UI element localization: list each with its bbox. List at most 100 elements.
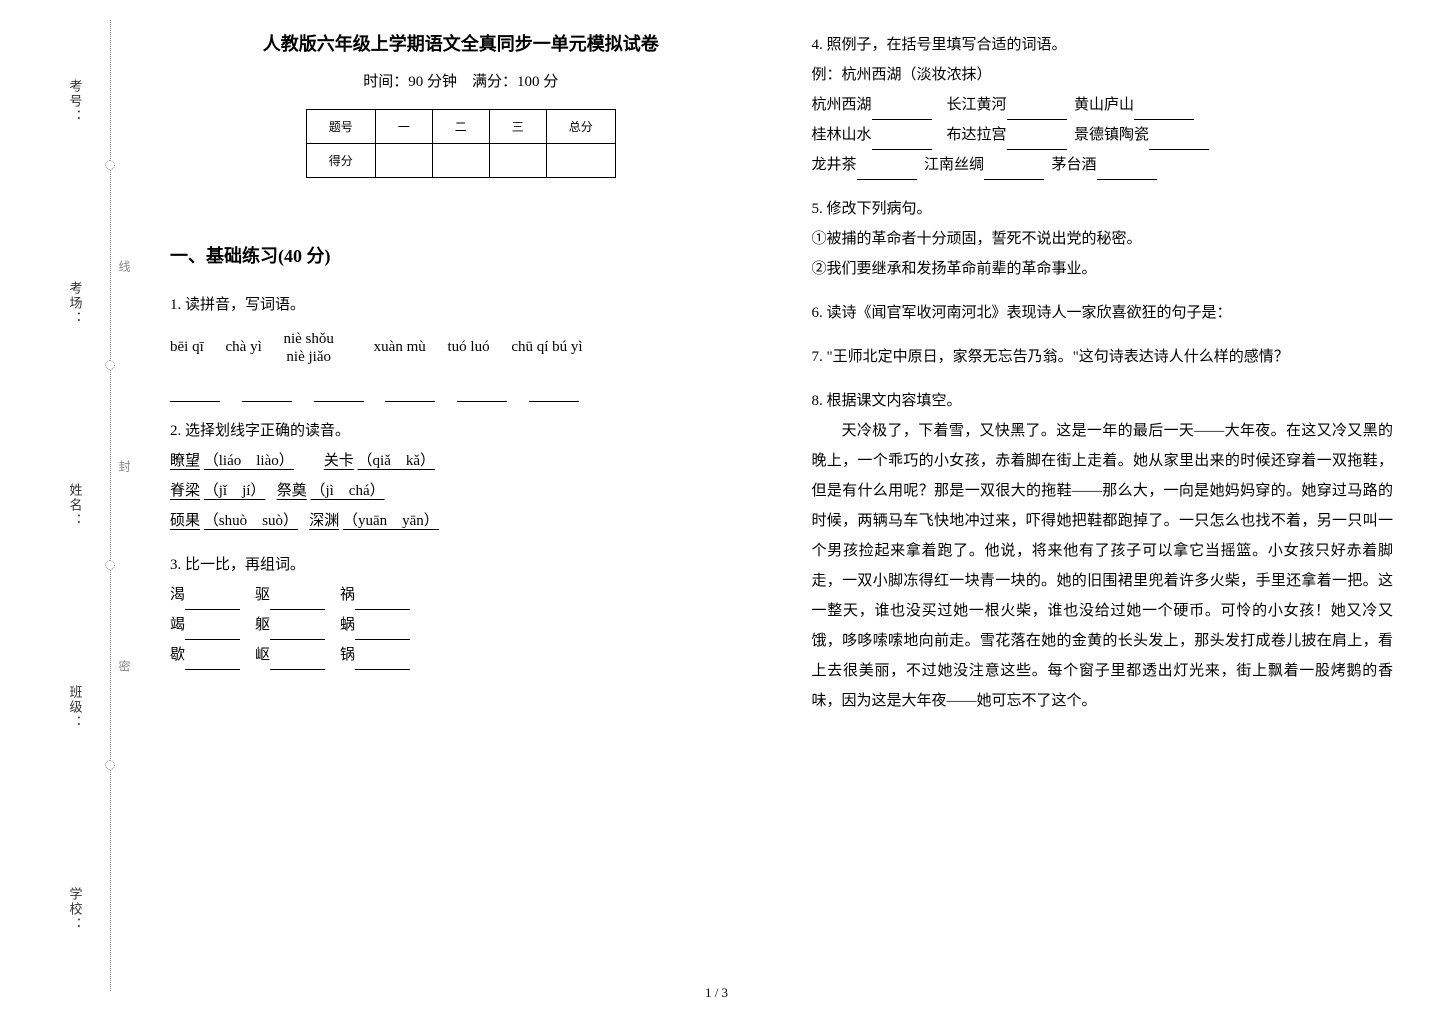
q4-blank-3-3[interactable]: [1097, 165, 1157, 180]
q4-row-2: 桂林山水 布达拉宫 景德镇陶瓷: [812, 120, 1394, 150]
full-score-label: 满分：100 分: [472, 74, 558, 90]
q2-word-jidian: 祭奠: [277, 483, 307, 499]
binding-label-name: 姓名：: [66, 483, 85, 528]
score-table: 题号 一 二 三 总分 得分: [306, 109, 616, 178]
q2-row-2: 脊梁 （jǐ jí） 祭奠 （jì chá）: [170, 476, 752, 506]
q8-stem: 8. 根据课文内容填空。: [812, 386, 1394, 416]
q3-blank-1-1[interactable]: [185, 595, 240, 610]
seal-dot-1: [105, 160, 115, 170]
q3-stem: 3. 比一比，再组词。: [170, 550, 752, 580]
binding-label-room: 考场：: [66, 281, 85, 326]
q1-pinyin-row: bēi qī chà yì niè shǒu niè jiǎo xuàn mù …: [170, 330, 752, 366]
q5-sentence-2: ②我们要继承和发扬革命前辈的革命事业。: [812, 254, 1394, 284]
paper-title: 人教版六年级上学期语文全真同步一单元模拟试卷: [170, 30, 752, 56]
q2-stem: 2. 选择划线字正确的读音。: [170, 416, 752, 446]
q1-py-4: xuàn mù: [374, 339, 426, 355]
q4-blank-3-2[interactable]: [984, 165, 1044, 180]
q4-blank-2-3[interactable]: [1149, 135, 1209, 150]
q3-blank-3-1[interactable]: [185, 655, 240, 670]
q4-row-1: 杭州西湖 长江黄河 黄山庐山: [812, 90, 1394, 120]
q6-stem: 6. 读诗《闻官军收河南河北》表现诗人一家欣喜欲狂的句子是：: [812, 305, 1232, 321]
q3-row-3: 歇 岖 锅: [170, 640, 752, 670]
question-7: 7. "王师北定中原日，家祭无忘告乃翁。"这句诗表达诗人什么样的感情？: [812, 342, 1394, 372]
q1-py-6: chū qí bú yì: [511, 339, 582, 355]
q1-py-2: chà yì: [226, 339, 262, 355]
seal-labels: 线 封 密: [118, 0, 138, 1011]
q1-blank-4[interactable]: [385, 387, 435, 402]
question-2: 2. 选择划线字正确的读音。 瞭望 （liáo liào） 关卡 （qiǎ kǎ…: [170, 416, 752, 536]
score-table-col-1: 一: [375, 110, 432, 144]
q1-blank-3[interactable]: [314, 387, 364, 402]
q3-blank-3-2[interactable]: [270, 655, 325, 670]
q3-blank-1-2[interactable]: [270, 595, 325, 610]
score-cell-1[interactable]: [375, 144, 432, 178]
seal-dot-3: [105, 560, 115, 570]
q3-blank-2-1[interactable]: [185, 625, 240, 640]
score-table-td-label: 得分: [306, 144, 375, 178]
q7-stem: 7. "王师北定中原日，家祭无忘告乃翁。"这句诗表达诗人什么样的感情？: [812, 349, 1289, 365]
q3-row-1: 渴 驱 祸: [170, 580, 752, 610]
score-cell-3[interactable]: [489, 144, 546, 178]
q2-py-shuoguo[interactable]: （shuò suò）: [204, 513, 298, 529]
q2-row-3: 硕果 （shuò suò） 深渊 （yuān yān）: [170, 506, 752, 536]
binding-strip: 考号： 考场： 姓名： 班级： 学校：: [60, 0, 90, 1011]
q2-py-jiliang[interactable]: （jǐ jí）: [204, 483, 266, 499]
q4-example: 例：杭州西湖（淡妆浓抹）: [812, 60, 1394, 90]
q2-py-shenyuan[interactable]: （yuān yān）: [343, 513, 439, 529]
q1-blank-6[interactable]: [529, 387, 579, 402]
question-6: 6. 读诗《闻官军收河南河北》表现诗人一家欣喜欲狂的句子是：: [812, 298, 1394, 328]
page-number: 1 / 3: [705, 985, 728, 1001]
score-cell-total[interactable]: [546, 144, 615, 178]
q1-py-5: tuó luó: [447, 339, 489, 355]
score-table-th-label: 题号: [306, 110, 375, 144]
q2-word-liaowang: 瞭望: [170, 453, 200, 469]
time-label: 时间：90 分钟: [363, 74, 457, 90]
q1-blank-2[interactable]: [242, 387, 292, 402]
score-table-value-row: 得分: [306, 144, 615, 178]
seal-dot-2: [105, 360, 115, 370]
q2-word-jiliang: 脊梁: [170, 483, 200, 499]
q2-word-shenyuan: 深渊: [309, 513, 339, 529]
score-cell-2[interactable]: [432, 144, 489, 178]
q4-blank-1-1[interactable]: [872, 105, 932, 120]
q3-blank-1-3[interactable]: [355, 595, 410, 610]
section-1-heading: 一、基础练习(40 分): [170, 242, 752, 268]
binding-label-exam-id: 考号：: [66, 79, 85, 124]
q4-blank-2-2[interactable]: [1007, 135, 1067, 150]
q1-py-3: niè shǒu niè jiǎo: [283, 330, 351, 366]
q8-passage: 天冷极了，下着雪，又快黑了。这是一年的最后一天——大年夜。在这又冷又黑的晚上，一…: [812, 416, 1394, 716]
q1-blank-5[interactable]: [457, 387, 507, 402]
binding-label-school: 学校：: [66, 887, 85, 932]
seal-dot-4: [105, 760, 115, 770]
q5-sentence-1: ①被捕的革命者十分顽固，誓死不说出党的秘密。: [812, 224, 1394, 254]
q3-blank-2-2[interactable]: [270, 625, 325, 640]
binding-label-class: 班级：: [66, 685, 85, 730]
q2-py-guanka[interactable]: （qiǎ kǎ）: [358, 453, 435, 469]
q2-py-liaowang[interactable]: （liáo liào）: [204, 453, 294, 469]
q3-blank-2-3[interactable]: [355, 625, 410, 640]
question-5: 5. 修改下列病句。 ①被捕的革命者十分顽固，誓死不说出党的秘密。 ②我们要继承…: [812, 194, 1394, 284]
q3-row-2: 竭 躯 蜗: [170, 610, 752, 640]
q2-word-guanka: 关卡: [324, 453, 354, 469]
q2-py-jidian[interactable]: （jì chá）: [310, 483, 384, 499]
question-3: 3. 比一比，再组词。 渴 驱 祸 竭 躯 蜗 歇 岖 锅: [170, 550, 752, 670]
q1-blank-1[interactable]: [170, 387, 220, 402]
q4-blank-1-3[interactable]: [1134, 105, 1194, 120]
q3-blank-3-3[interactable]: [355, 655, 410, 670]
seal-label-line: 线: [116, 260, 133, 272]
q4-blank-1-2[interactable]: [1007, 105, 1067, 120]
left-column: 人教版六年级上学期语文全真同步一单元模拟试卷 时间：90 分钟 满分：100 分…: [170, 30, 752, 991]
paper-subheader: 时间：90 分钟 满分：100 分: [170, 70, 752, 91]
q4-blank-3-1[interactable]: [857, 165, 917, 180]
q4-blank-2-1[interactable]: [872, 135, 932, 150]
seal-label-seal: 封: [116, 460, 133, 472]
q4-row-3: 龙井茶 江南丝绸 茅台酒: [812, 150, 1394, 180]
score-table-header-row: 题号 一 二 三 总分: [306, 110, 615, 144]
q5-stem: 5. 修改下列病句。: [812, 194, 1394, 224]
q2-row-1: 瞭望 （liáo liào） 关卡 （qiǎ kǎ）: [170, 446, 752, 476]
score-table-col-total: 总分: [546, 110, 615, 144]
q1-stem: 1. 读拼音，写词语。: [170, 290, 752, 320]
question-1: 1. 读拼音，写词语。 bēi qī chà yì niè shǒu niè j…: [170, 290, 752, 402]
right-column: 4. 照例子，在括号里填写合适的词语。 例：杭州西湖（淡妆浓抹） 杭州西湖 长江…: [812, 30, 1394, 991]
q2-word-shuoguo: 硕果: [170, 513, 200, 529]
